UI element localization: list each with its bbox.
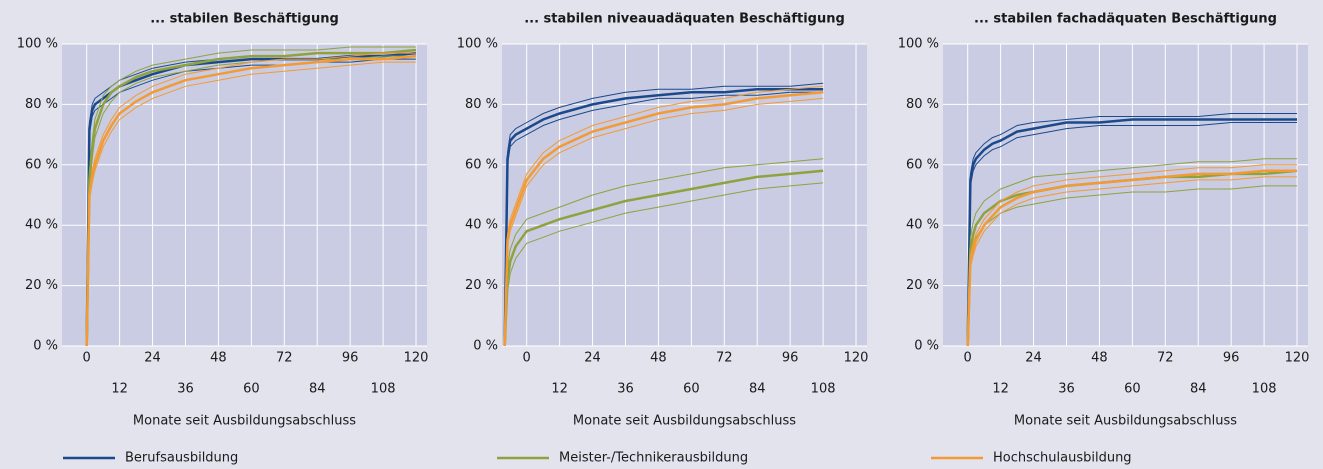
series-line	[503, 169, 824, 347]
confidence-line	[967, 113, 1297, 347]
x-tick-label: 36	[177, 382, 194, 397]
x-axis-label: Monate seit Ausbildungsabschluss	[573, 414, 796, 429]
y-tick-label: 40 %	[906, 218, 939, 233]
x-tick-label: 108	[1252, 382, 1277, 397]
x-tick-label: 72	[276, 351, 293, 366]
x-tick-label: 72	[716, 351, 733, 366]
x-tick-label: 72	[1157, 351, 1174, 366]
x-tick-label: 24	[584, 351, 601, 366]
x-tick-label: 12	[111, 382, 128, 397]
y-tick-label: 20 %	[906, 278, 939, 293]
y-tick-label: 0 %	[33, 339, 58, 354]
y-tick-label: 80 %	[906, 97, 939, 112]
y-tick-label: 100 %	[457, 37, 498, 52]
confidence-line	[86, 46, 416, 347]
x-tick-label: 96	[342, 351, 359, 366]
confidence-line	[967, 158, 1297, 347]
legend-label: Berufsausbildung	[125, 451, 238, 466]
x-tick-label: 108	[811, 382, 836, 397]
x-tick-label: 48	[650, 351, 667, 366]
plot-area	[62, 44, 427, 346]
x-tick-label: 0	[83, 351, 91, 366]
x-tick-label: 24	[1025, 351, 1042, 366]
x-tick-label: 48	[1091, 351, 1108, 366]
panel-title: ... stabilen niveauadäquaten Beschäftigu…	[524, 12, 845, 27]
confidence-line	[504, 91, 824, 347]
confidence-line	[504, 85, 824, 347]
x-tick-label: 84	[309, 382, 326, 397]
series-line	[85, 54, 417, 347]
x-tick-label: 96	[782, 351, 799, 366]
x-tick-label: 60	[243, 382, 260, 397]
x-tick-label: 24	[144, 351, 161, 366]
x-tick-label: 12	[551, 382, 568, 397]
confidence-line	[504, 182, 824, 347]
x-tick-label: 120	[1285, 351, 1310, 366]
x-tick-label: 120	[404, 351, 429, 366]
x-tick-label: 84	[1190, 382, 1207, 397]
x-axis-label: Monate seit Ausbildungsabschluss	[133, 414, 356, 429]
x-tick-label: 0	[964, 351, 972, 366]
x-tick-label: 120	[844, 351, 869, 366]
y-tick-label: 100 %	[898, 37, 939, 52]
x-tick-label: 60	[683, 382, 700, 397]
x-tick-label: 36	[1058, 382, 1075, 397]
x-tick-label: 108	[371, 382, 396, 397]
y-tick-label: 40 %	[25, 218, 58, 233]
x-tick-label: 48	[210, 351, 227, 366]
x-tick-label: 36	[617, 382, 634, 397]
y-tick-label: 60 %	[906, 157, 939, 172]
legend-label: Meister-/Technikerausbildung	[559, 451, 748, 466]
y-tick-label: 80 %	[25, 97, 58, 112]
x-tick-label: 84	[749, 382, 766, 397]
confidence-line	[86, 61, 416, 347]
series-line	[85, 48, 417, 347]
panel-title: ... stabilen Beschäftigung	[150, 12, 339, 27]
confidence-line	[504, 82, 824, 347]
x-axis-label: Monate seit Ausbildungsabschluss	[1014, 414, 1237, 429]
x-tick-label: 96	[1223, 351, 1240, 366]
series-line	[966, 118, 1297, 347]
plot-area	[943, 44, 1308, 346]
confidence-line	[967, 122, 1297, 347]
y-tick-label: 60 %	[25, 157, 58, 172]
y-tick-label: 60 %	[465, 157, 498, 172]
x-tick-label: 12	[992, 382, 1009, 397]
series-line	[503, 91, 824, 347]
y-tick-label: 20 %	[465, 278, 498, 293]
confidence-line	[967, 176, 1297, 347]
legend-label: Hochschulausbildung	[993, 451, 1132, 466]
confidence-line	[86, 52, 416, 347]
y-tick-label: 80 %	[465, 97, 498, 112]
y-tick-label: 0 %	[473, 339, 498, 354]
confidence-line	[967, 164, 1297, 347]
x-tick-label: 0	[523, 351, 531, 366]
y-tick-label: 40 %	[465, 218, 498, 233]
series-line	[503, 88, 824, 347]
panel-title: ... stabilen fachadäquaten Beschäftigung	[974, 12, 1277, 27]
series-line	[966, 169, 1297, 347]
y-tick-label: 20 %	[25, 278, 58, 293]
confidence-line	[504, 158, 824, 347]
y-tick-label: 100 %	[17, 37, 58, 52]
y-tick-label: 0 %	[914, 339, 939, 354]
confidence-line	[504, 97, 824, 347]
x-tick-label: 60	[1124, 382, 1141, 397]
